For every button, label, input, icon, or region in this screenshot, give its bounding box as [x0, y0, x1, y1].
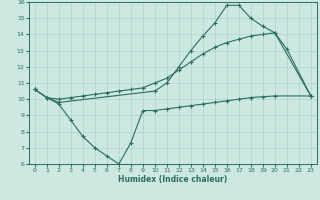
X-axis label: Humidex (Indice chaleur): Humidex (Indice chaleur): [118, 175, 228, 184]
